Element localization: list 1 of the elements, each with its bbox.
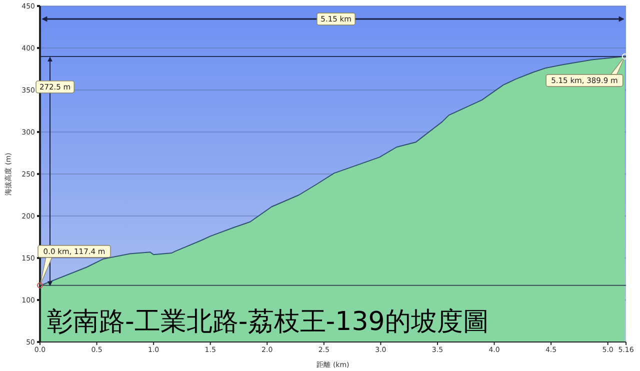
text: 彰南路-工業北路-荔枝王-139的坡度圖 (47, 307, 489, 337)
